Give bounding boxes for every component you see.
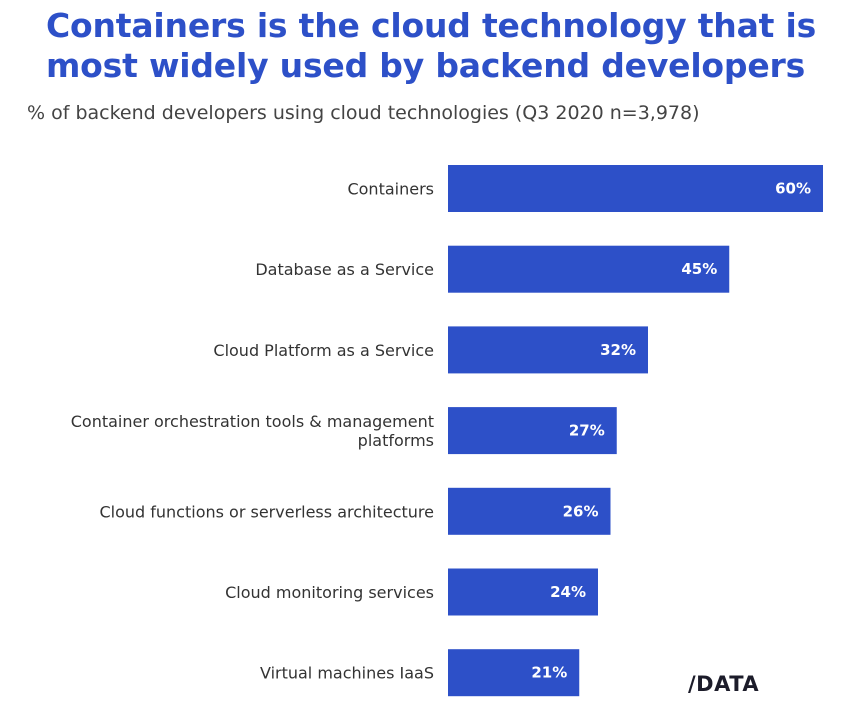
- category-label-5: Cloud monitoring services: [225, 583, 434, 602]
- bar-4: [448, 487, 611, 535]
- chart-subtitle: % of backend developers using cloud tech…: [27, 102, 700, 124]
- value-label-3: 27%: [569, 422, 605, 440]
- bar-1: [448, 245, 730, 293]
- chart-title: Containers is the cloud technology that …: [46, 6, 817, 85]
- category-label-4: Cloud functions or serverless architectu…: [99, 502, 434, 521]
- bar-2: [448, 326, 648, 374]
- bar-3: [448, 407, 617, 455]
- category-label-3-line-1: platforms: [358, 431, 434, 450]
- brand-logo: /DATA: [688, 672, 760, 696]
- value-label-2: 32%: [600, 341, 636, 359]
- bar-0: [448, 165, 823, 212]
- bar-6: [448, 649, 580, 697]
- value-label-1: 45%: [681, 260, 717, 278]
- bar-5: [448, 568, 598, 616]
- value-label-6: 21%: [531, 664, 567, 682]
- value-label-4: 26%: [563, 502, 599, 520]
- value-label-5: 24%: [550, 583, 586, 601]
- value-label-0: 60%: [775, 180, 811, 198]
- category-label-6: Virtual machines IaaS: [260, 664, 434, 683]
- category-label-1: Database as a Service: [255, 260, 434, 279]
- category-label-0: Containers: [347, 180, 434, 199]
- category-label-2: Cloud Platform as a Service: [213, 341, 434, 360]
- category-label-3-line-0: Container orchestration tools & manageme…: [71, 412, 434, 431]
